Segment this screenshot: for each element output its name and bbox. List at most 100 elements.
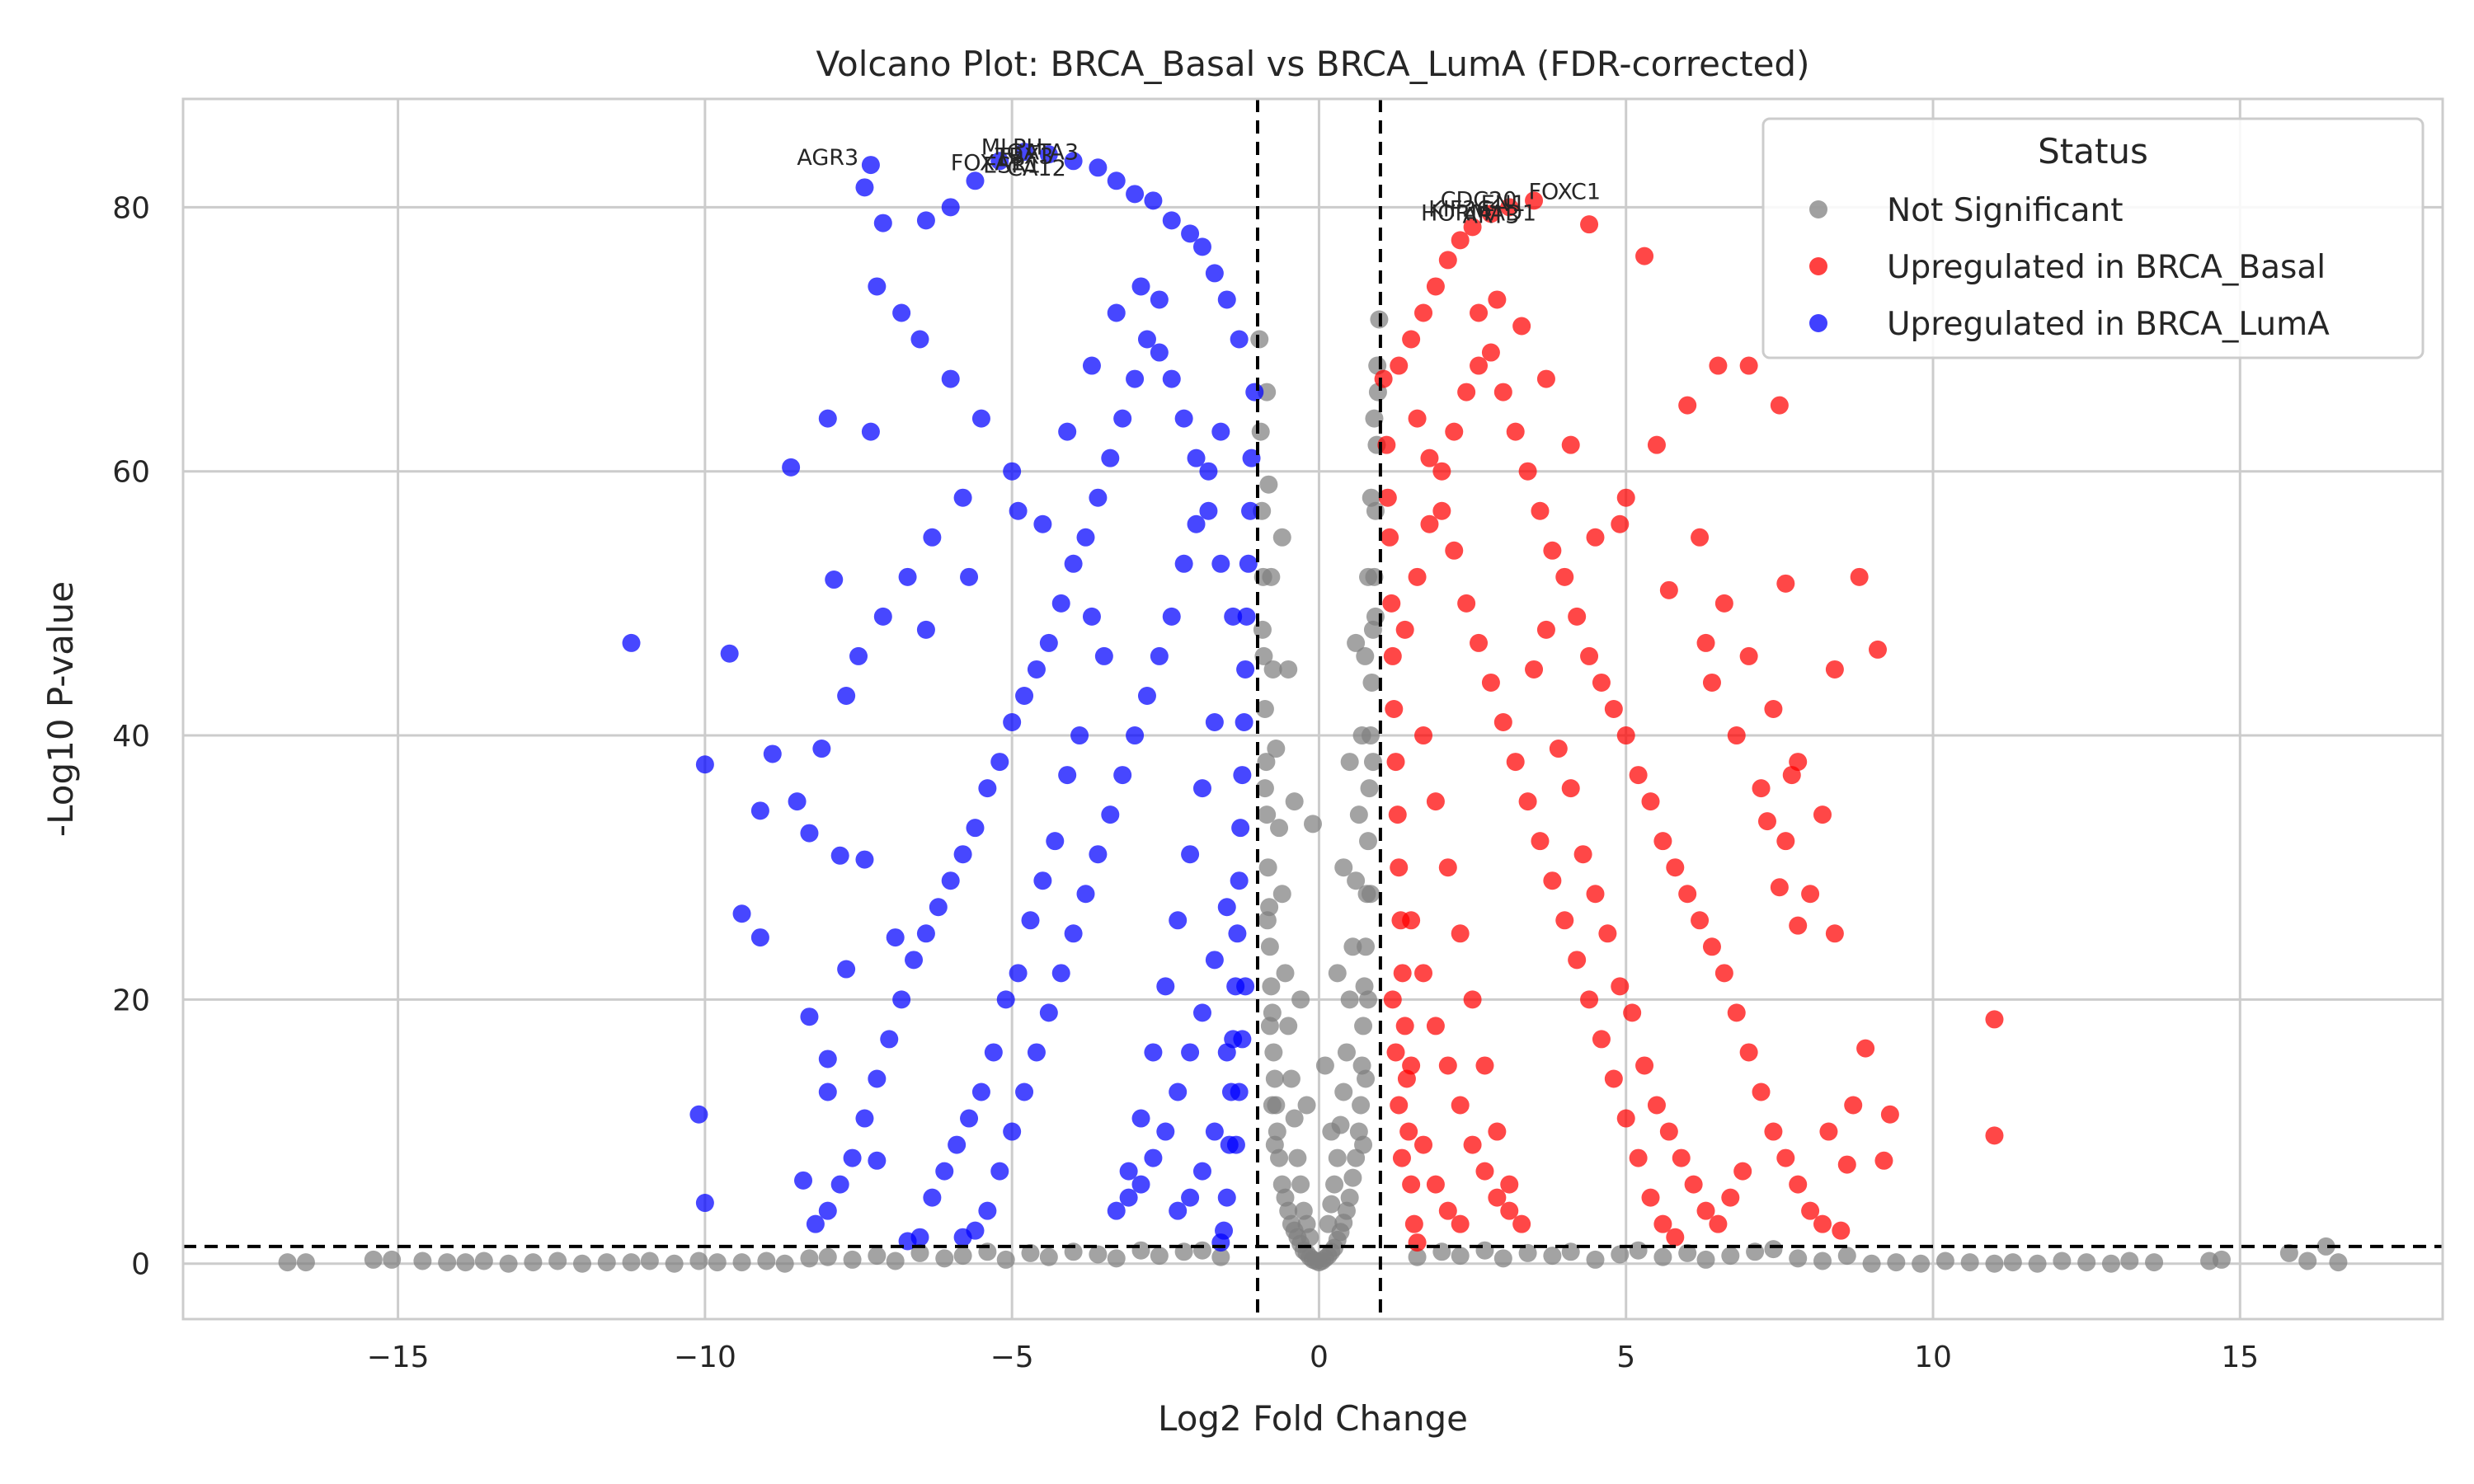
data-point: [1058, 766, 1077, 785]
data-point: [1438, 251, 1457, 270]
data-point: [597, 1253, 616, 1272]
data-point: [1089, 488, 1108, 507]
data-point: [1192, 237, 1211, 256]
data-point: [1082, 356, 1101, 375]
data-point: [1258, 805, 1277, 824]
data-point: [1512, 317, 1531, 336]
data-point: [1438, 1201, 1457, 1220]
data-point: [830, 1175, 849, 1194]
data-point: [1064, 152, 1083, 171]
data-point: [732, 904, 751, 923]
data-point: [1463, 990, 1482, 1009]
data-point: [1432, 462, 1451, 481]
data-point: [2053, 1252, 2072, 1270]
data-point: [1386, 1043, 1405, 1062]
data-point: [1770, 878, 1789, 897]
data-point: [1211, 554, 1230, 573]
data-point: [818, 1201, 837, 1220]
data-point: [953, 845, 972, 864]
data-point: [1395, 620, 1414, 639]
data-point: [296, 1253, 315, 1272]
gene-label: ESR1: [983, 153, 1041, 179]
data-point: [1217, 1188, 1236, 1207]
legend-marker-upregulated-luma: [1809, 314, 1827, 332]
data-point: [1260, 1017, 1279, 1036]
data-point: [1131, 1109, 1150, 1128]
data-point: [1150, 1247, 1169, 1266]
data-point: [1264, 1043, 1283, 1062]
data-point: [1258, 858, 1277, 877]
data-point: [1230, 1082, 1249, 1101]
data-point: [622, 633, 641, 652]
data-point: [1046, 832, 1065, 851]
data-point: [2329, 1253, 2348, 1272]
data-point: [689, 1252, 708, 1270]
data-point: [1392, 1148, 1411, 1167]
data-point: [1101, 448, 1120, 467]
legend-label-upregulated-basal: Upregulated in BRCA_Basal: [1887, 249, 2326, 286]
x-tick-label: 0: [1310, 1341, 1329, 1374]
data-point: [1217, 1043, 1236, 1062]
data-point: [1226, 1135, 1245, 1154]
data-point: [1739, 356, 1758, 375]
data-point: [1678, 885, 1697, 904]
data-point: [1337, 1043, 1356, 1062]
data-point: [1343, 1168, 1362, 1187]
data-point: [1126, 185, 1145, 204]
data-point: [1611, 977, 1630, 996]
data-point: [1363, 753, 1382, 772]
data-point: [861, 156, 880, 175]
data-point: [886, 1252, 905, 1270]
data-point: [1709, 1214, 1728, 1233]
data-point: [1555, 567, 1574, 586]
data-point: [1199, 462, 1218, 481]
data-point: [1776, 574, 1795, 593]
data-point: [278, 1253, 297, 1272]
data-point: [640, 1252, 659, 1270]
data-point: [1739, 1043, 1758, 1062]
data-point: [1880, 1105, 1899, 1124]
data-point: [1985, 1010, 2004, 1029]
data-point: [1481, 673, 1500, 692]
legend-label-not-significant: Not Significant: [1887, 192, 2124, 229]
data-point: [1543, 871, 1562, 890]
data-point: [1776, 832, 1795, 851]
data-point: [364, 1250, 383, 1269]
data-point: [1488, 290, 1507, 309]
gene-label: FOXC1: [1528, 180, 1601, 205]
data-point: [953, 1228, 972, 1247]
data-point: [1322, 1122, 1341, 1141]
data-point: [1027, 660, 1046, 679]
data-point: [1702, 937, 1721, 956]
data-point: [910, 330, 929, 349]
data-point: [1144, 191, 1163, 210]
data-point: [1506, 422, 1525, 441]
data-point: [1727, 726, 1746, 745]
data-point: [1322, 1195, 1341, 1214]
data-point: [855, 1109, 874, 1128]
data-point: [1328, 1148, 1347, 1167]
data-point: [1064, 924, 1083, 943]
gene-label: EN1: [1481, 191, 1526, 217]
data-point: [923, 1188, 942, 1207]
data-point: [1187, 448, 1206, 467]
data-point: [1181, 1043, 1200, 1062]
data-point: [1279, 1017, 1298, 1036]
data-point: [1150, 646, 1169, 665]
data-point: [1390, 1096, 1409, 1115]
data-point: [665, 1254, 684, 1273]
data-point: [1844, 1096, 1863, 1115]
data-point: [910, 1243, 929, 1262]
data-point: [1586, 1250, 1605, 1269]
data-point: [1107, 1201, 1126, 1220]
data-point: [1985, 1254, 2004, 1273]
data-point: [732, 1253, 751, 1272]
data-point: [1262, 567, 1281, 586]
data-point: [1374, 369, 1393, 388]
data-point: [1451, 1096, 1470, 1115]
data-point: [898, 567, 917, 586]
data-point: [1837, 1247, 1856, 1266]
y-tick-label: 60: [112, 456, 150, 490]
data-point: [1076, 885, 1095, 904]
data-point: [1813, 1252, 1832, 1270]
